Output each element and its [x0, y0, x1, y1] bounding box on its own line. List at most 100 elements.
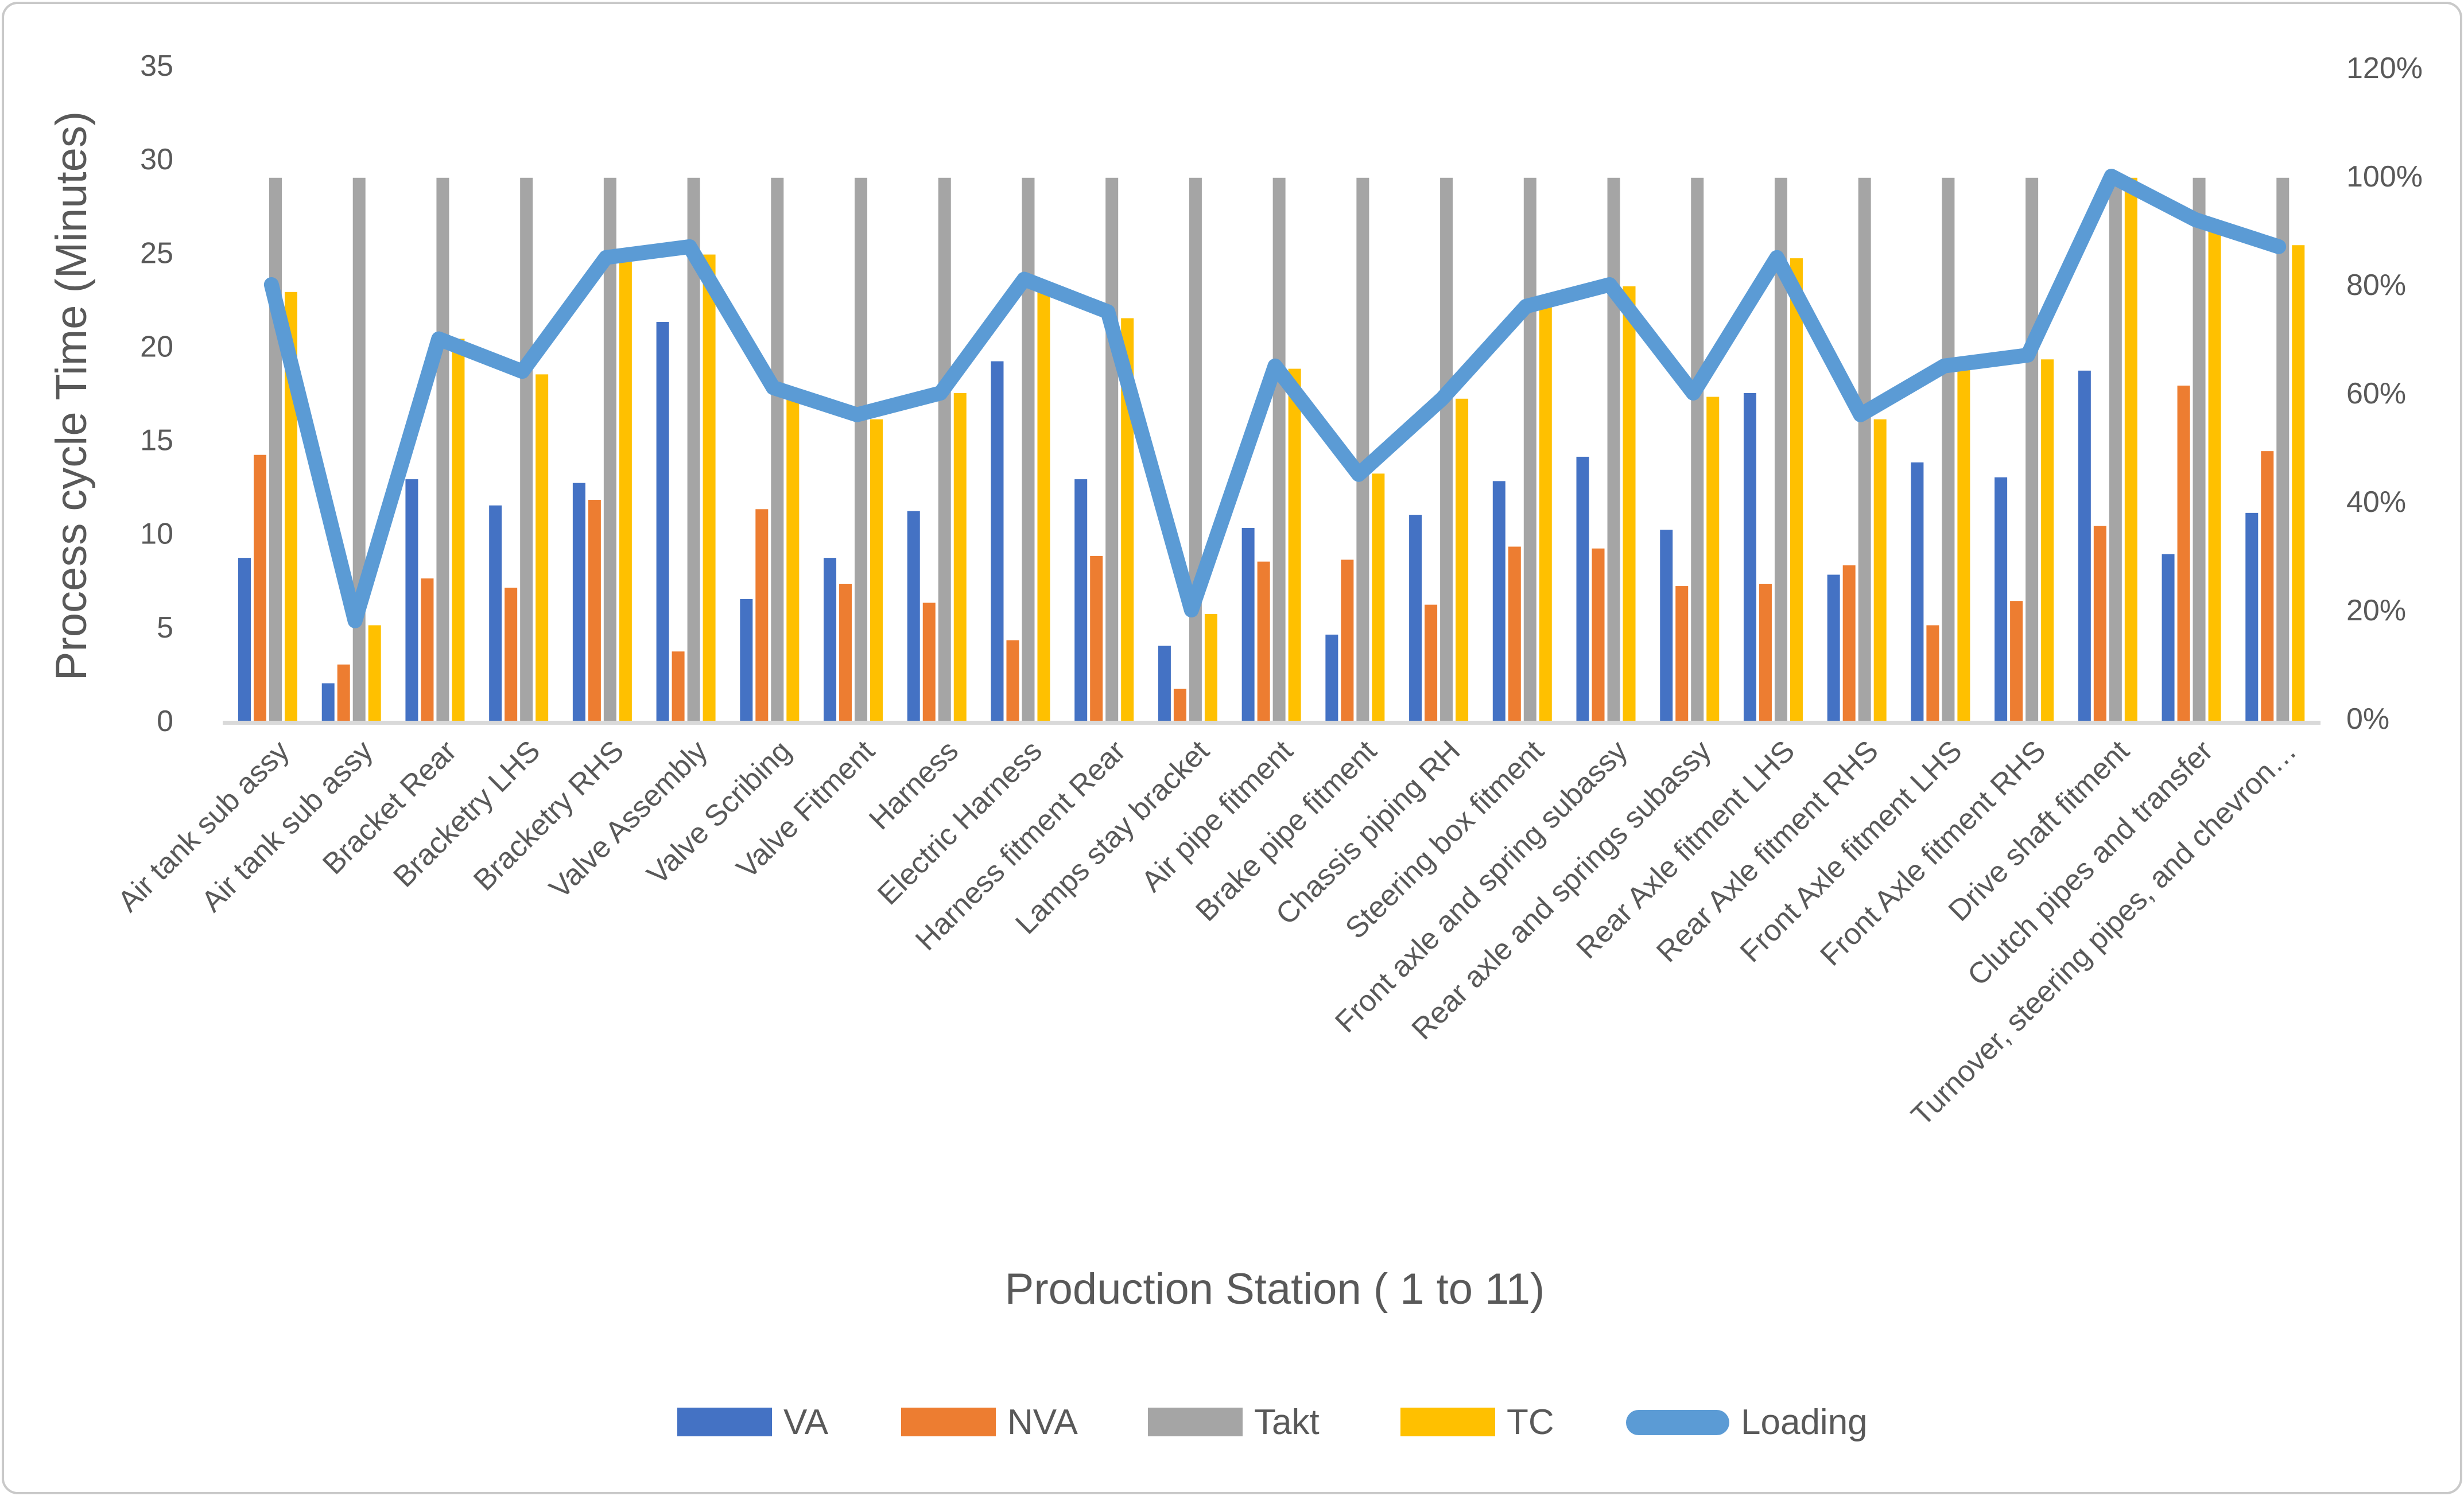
bar-nva	[1926, 625, 1939, 721]
legend-swatch-tc	[1400, 1408, 1495, 1436]
bar-takt	[2193, 177, 2206, 721]
bar-nva	[1675, 586, 1689, 721]
legend-item-va: VA	[677, 1402, 829, 1442]
bar-takt	[2025, 177, 2039, 721]
bar-va	[656, 322, 669, 721]
bar-nva	[421, 578, 434, 721]
legend-swatch-nva	[901, 1408, 996, 1436]
right-axis-tick-label: 0%	[2346, 702, 2389, 736]
bar-tc	[536, 374, 549, 721]
y-axis-tick-label: 25	[140, 236, 173, 270]
legend-label-tc: TC	[1507, 1402, 1554, 1442]
legend-label-nva: NVA	[1007, 1402, 1078, 1442]
bar-va	[1660, 530, 1673, 721]
right-axis-tick-label: 40%	[2346, 485, 2406, 519]
x-axis-title: Production Station ( 1 to 11)	[1005, 1265, 1545, 1314]
bar-tc	[1288, 368, 1301, 721]
legend-item-loading: Loading	[1626, 1402, 1868, 1442]
bar-va	[1074, 479, 1088, 721]
bar-tc	[2208, 228, 2221, 721]
bar-va	[1911, 462, 1924, 721]
bar-tc	[1037, 282, 1050, 721]
bar-tc	[953, 393, 967, 721]
legend-item-nva: NVA	[901, 1402, 1078, 1442]
bar-va	[1158, 646, 1171, 721]
legend-swatch-va	[677, 1408, 772, 1436]
bar-va	[991, 361, 1004, 721]
bar-tc	[1456, 398, 1469, 721]
bar-va	[907, 511, 920, 721]
legend-label-va: VA	[783, 1402, 829, 1442]
bar-va	[1743, 393, 1756, 721]
bar-tc	[703, 254, 716, 721]
y-axis-tick-label: 0	[157, 705, 173, 738]
bar-nva	[755, 509, 769, 721]
bar-nva	[2010, 601, 2023, 721]
y-axis-tick-label: 20	[140, 330, 173, 363]
bar-va	[2078, 370, 2091, 721]
bar-nva	[1090, 555, 1103, 721]
bar-nva	[922, 603, 936, 721]
bar-tc	[1957, 367, 1970, 721]
bar-va	[238, 558, 251, 721]
bar-va	[1409, 515, 1422, 721]
bar-va	[1492, 481, 1505, 721]
bar-takt	[352, 177, 366, 721]
bar-takt	[1607, 177, 1620, 721]
bar-tc	[2041, 359, 2054, 721]
y-axis-tick-label: 5	[157, 611, 173, 644]
bar-tc	[870, 419, 883, 721]
bar-takt	[1942, 177, 1955, 721]
bar-nva	[254, 454, 266, 721]
bar-takt	[436, 177, 449, 721]
y-axis-tick-label: 30	[140, 143, 173, 176]
y-axis-tick-label: 15	[140, 424, 173, 457]
bar-tc	[1790, 258, 1803, 721]
bar-takt	[603, 177, 616, 721]
legend-label-takt: Takt	[1254, 1402, 1320, 1442]
bar-va	[1995, 477, 2008, 721]
y-axis-tick-label: 35	[140, 49, 173, 83]
bar-tc	[1539, 306, 1552, 721]
legend-item-takt: Takt	[1148, 1402, 1320, 1442]
x-axis-line	[223, 721, 2321, 725]
bar-takt	[1189, 177, 1202, 721]
y-axis-title: Process cycle Time (Minutes)	[47, 111, 96, 681]
bar-nva	[1257, 561, 1270, 721]
bar-takt	[269, 177, 282, 721]
bar-tc	[619, 262, 632, 721]
bar-va	[1325, 634, 1338, 721]
bar-nva	[505, 588, 518, 721]
bar-takt	[1440, 177, 1453, 721]
right-axis-tick-label: 100%	[2346, 160, 2423, 193]
bar-va	[824, 558, 837, 721]
bar-takt	[1523, 177, 1536, 721]
bar-va	[489, 505, 502, 721]
bar-takt	[938, 177, 951, 721]
bar-tc	[1706, 397, 1720, 721]
bar-tc	[1204, 614, 1217, 721]
bar-tc	[786, 389, 800, 721]
bar-nva	[1425, 604, 1438, 721]
bar-takt	[2276, 177, 2290, 721]
bar-nva	[588, 499, 601, 721]
y-axis-tick-label: 10	[140, 518, 173, 551]
bar-nva	[2093, 526, 2106, 721]
bar-takt	[1022, 177, 1035, 721]
right-axis-tick-label: 120%	[2346, 52, 2423, 85]
bar-tc	[1623, 286, 1636, 721]
bar-nva	[1592, 548, 1605, 721]
bar-takt	[1858, 177, 1871, 721]
bar-nva	[1006, 640, 1019, 721]
bar-va	[2245, 512, 2259, 721]
bar-takt	[1105, 177, 1119, 721]
bar-va	[1241, 527, 1255, 721]
bar-va	[740, 599, 753, 721]
bar-takt	[1272, 177, 1286, 721]
bar-nva	[2261, 451, 2274, 721]
bar-tc	[2124, 177, 2137, 721]
bar-tc	[368, 625, 381, 721]
bar-takt	[771, 177, 784, 721]
bar-va	[1827, 574, 1840, 721]
